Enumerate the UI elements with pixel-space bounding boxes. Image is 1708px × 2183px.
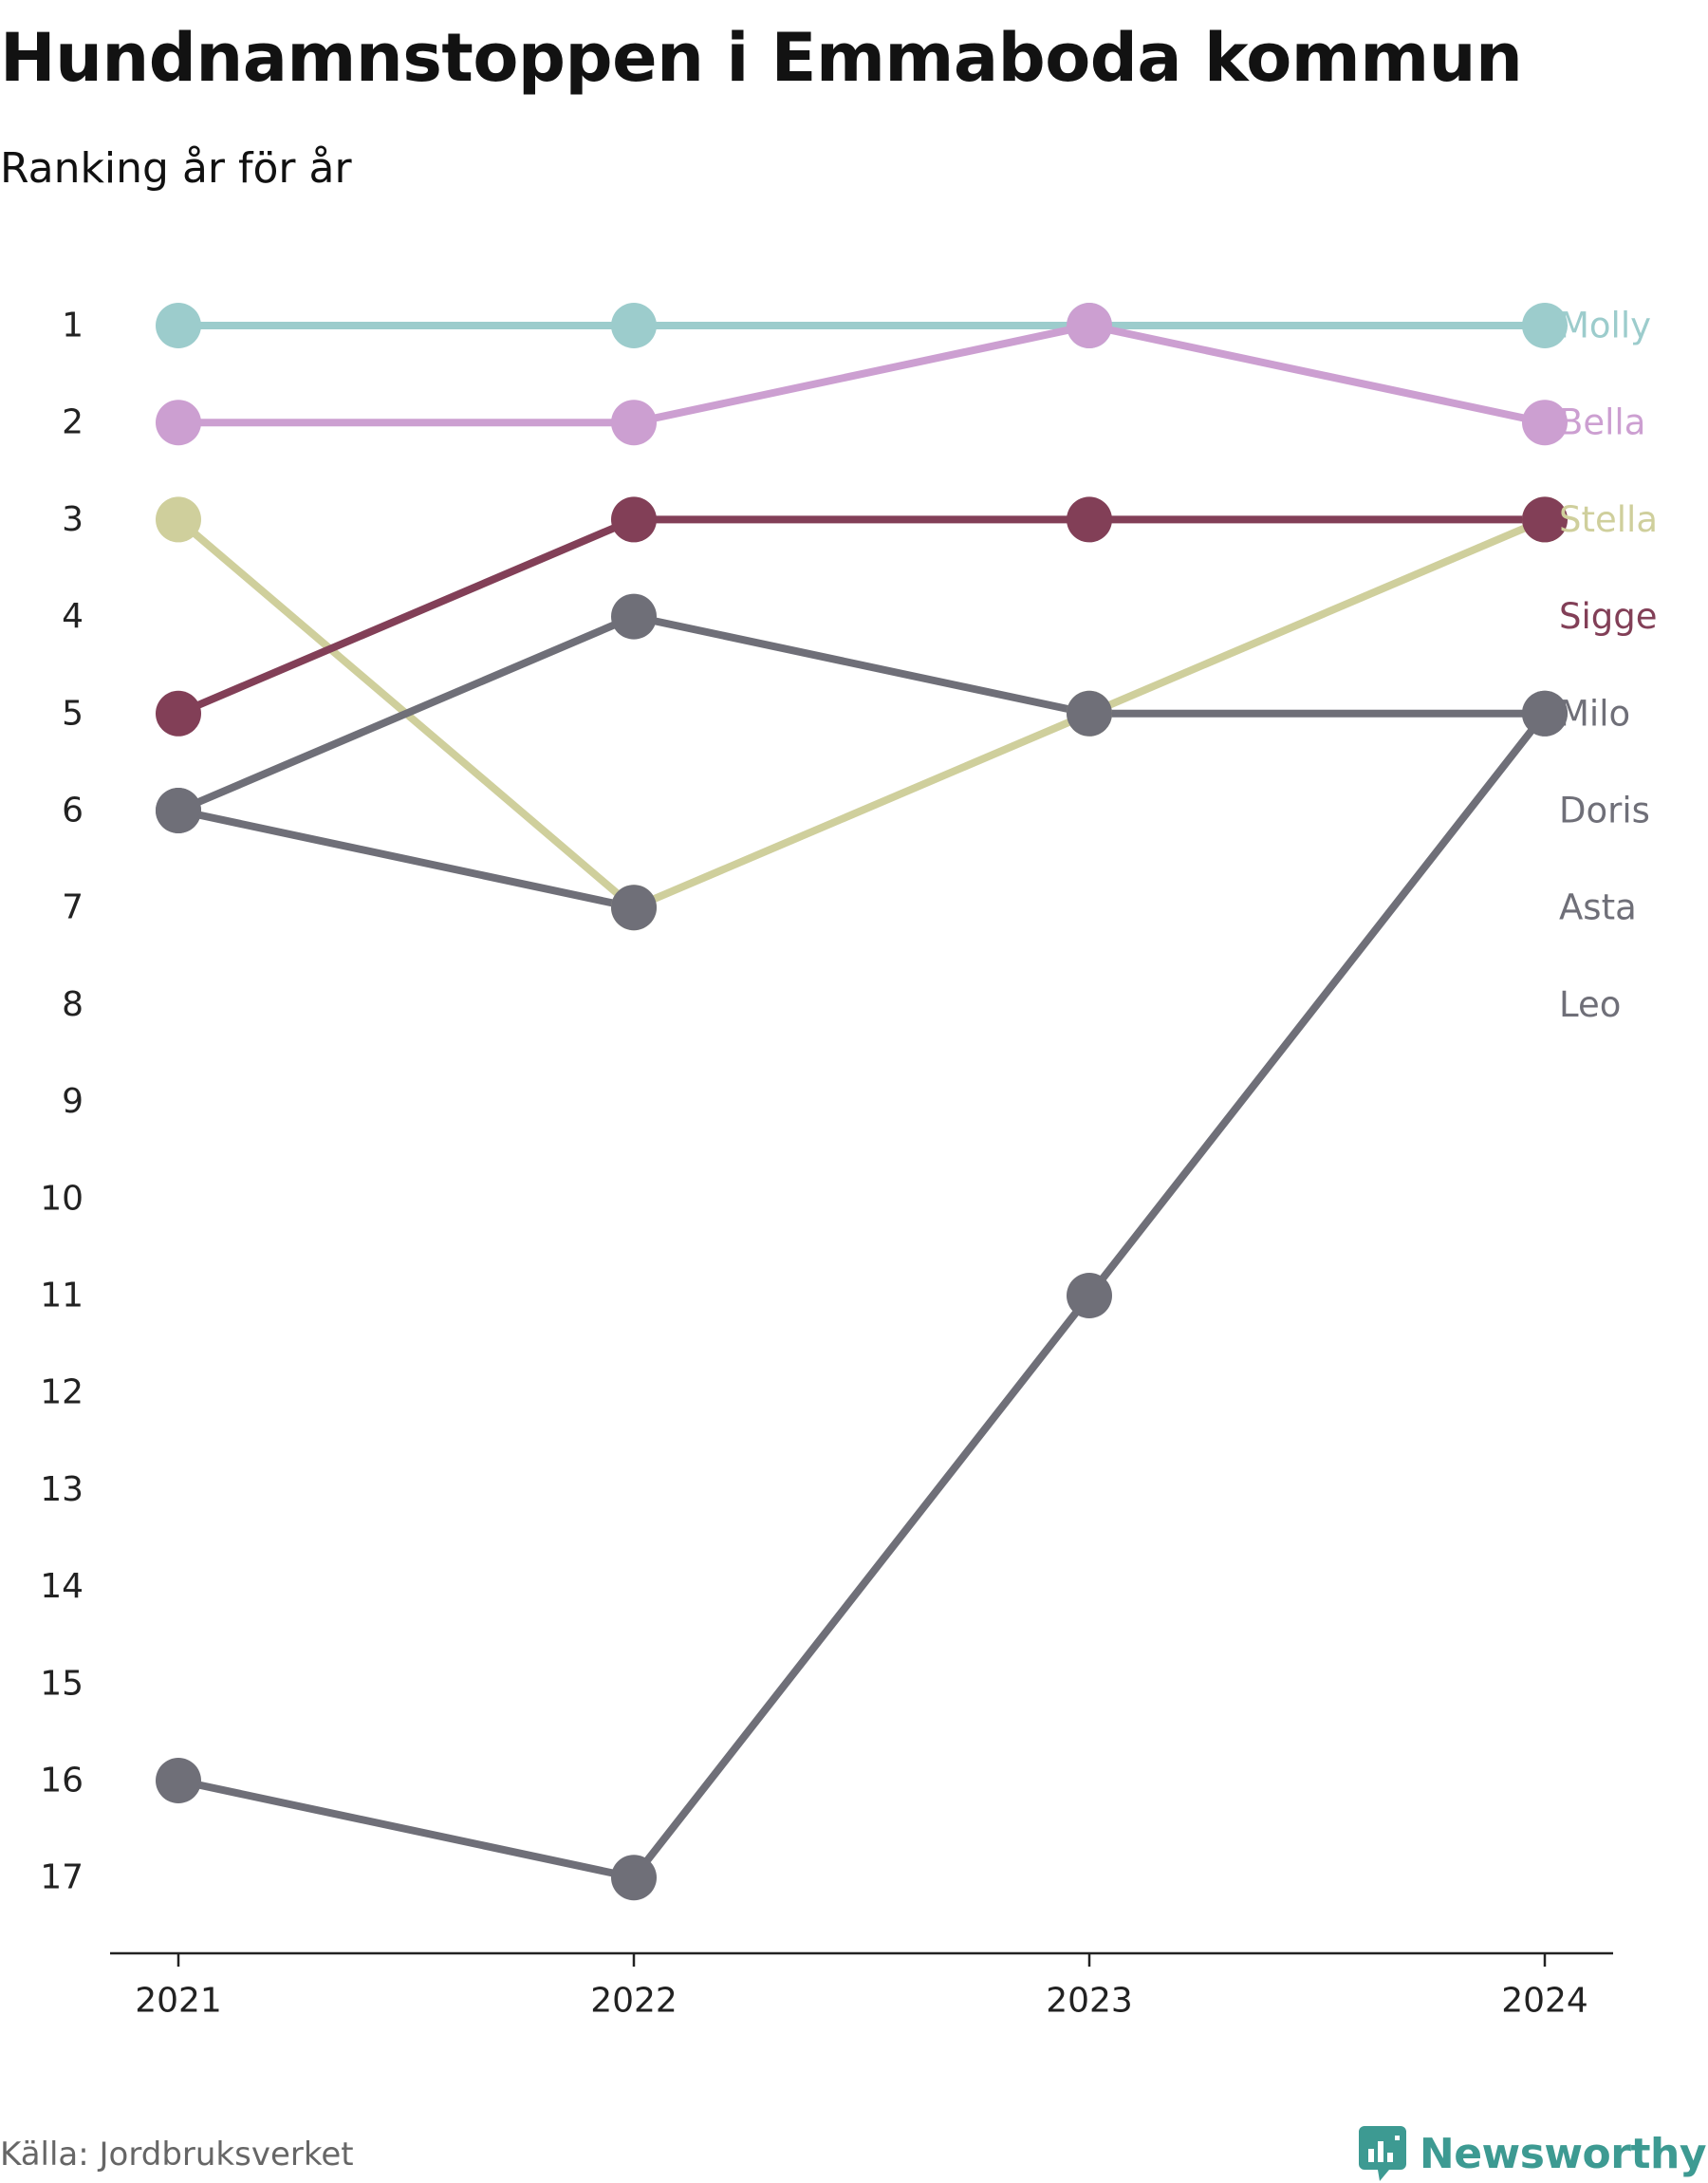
point-sigge — [156, 690, 201, 737]
x-axis: 2021 2022 2023 2024 — [110, 1951, 1613, 2021]
point-bella — [156, 400, 201, 446]
series-label-stella: Stella — [1559, 499, 1658, 540]
x-tick-label: 2022 — [590, 1982, 678, 2021]
y-tick-label: 8 — [62, 985, 84, 1024]
point-milo — [1067, 690, 1112, 737]
series-label-leo: Leo — [1559, 984, 1621, 1025]
series-label-molly: Molly — [1559, 306, 1651, 346]
point-bella — [1522, 400, 1568, 446]
brand-name: Newsworthy — [1419, 2129, 1707, 2178]
point-molly — [156, 303, 201, 348]
point-asta — [611, 1855, 657, 1901]
point-stella — [156, 496, 201, 543]
point-doris — [156, 788, 201, 833]
y-tick-label: 10 — [40, 1179, 84, 1218]
y-tick-label: 4 — [62, 597, 84, 636]
x-tick-label: 2023 — [1046, 1982, 1133, 2021]
point-doris — [611, 885, 657, 931]
series-lines — [175, 322, 1549, 1882]
y-tick-label: 12 — [40, 1373, 84, 1412]
y-tick-label: 5 — [62, 694, 84, 733]
point-sigge — [1522, 496, 1568, 543]
x-tick-label: 2021 — [135, 1982, 222, 2021]
y-tick-label: 11 — [40, 1277, 84, 1315]
y-tick-label: 6 — [62, 792, 84, 830]
point-asta — [156, 1758, 201, 1803]
y-tick-label: 9 — [62, 1082, 84, 1121]
series-line-doris — [175, 807, 638, 912]
series-line-bella — [175, 322, 1549, 427]
point-asta — [1522, 690, 1568, 737]
point-molly — [1522, 303, 1568, 348]
point-sigge — [611, 496, 657, 543]
series-label-sigge: Sigge — [1559, 596, 1658, 637]
point-bella — [611, 400, 657, 446]
series-label-milo: Milo — [1559, 693, 1630, 734]
y-tick-label: 13 — [40, 1470, 84, 1509]
y-tick-label: 14 — [40, 1567, 84, 1606]
series-line-sigge — [175, 515, 1549, 718]
y-tick-label: 17 — [40, 1858, 84, 1897]
end-labels: Molly Bella Stella Sigge Milo Doris Asta Leo — [1559, 306, 1658, 1025]
bar-chart-speech-icon — [1358, 2126, 1406, 2181]
y-tick-label: 2 — [62, 403, 84, 442]
y-tick-label: 7 — [62, 888, 84, 927]
series-points — [156, 303, 1568, 1901]
point-sigge — [1067, 496, 1112, 543]
x-tick-label: 2024 — [1501, 1982, 1588, 2021]
y-tick-label: 3 — [62, 500, 84, 539]
point-asta — [1067, 1273, 1112, 1318]
point-molly — [611, 303, 657, 348]
series-label-doris: Doris — [1559, 791, 1650, 831]
series-label-bella: Bella — [1559, 402, 1645, 443]
series-line-asta — [175, 709, 1549, 1882]
chart-subtitle: Ranking år för år — [0, 144, 352, 193]
brand-logo: Newsworthy — [1358, 2124, 1707, 2183]
point-milo — [611, 593, 657, 640]
y-tick-label: 16 — [40, 1762, 84, 1801]
y-tick-label: 1 — [62, 307, 84, 345]
point-bella — [1067, 303, 1112, 348]
series-line-milo — [175, 612, 1549, 814]
series-label-asta: Asta — [1559, 887, 1637, 928]
chart-title: Hundnamnstoppen i Emmaboda kommun — [0, 19, 1523, 97]
source-note: Källa: Jordbruksverket — [0, 2136, 354, 2174]
y-tick-label: 15 — [40, 1664, 84, 1703]
